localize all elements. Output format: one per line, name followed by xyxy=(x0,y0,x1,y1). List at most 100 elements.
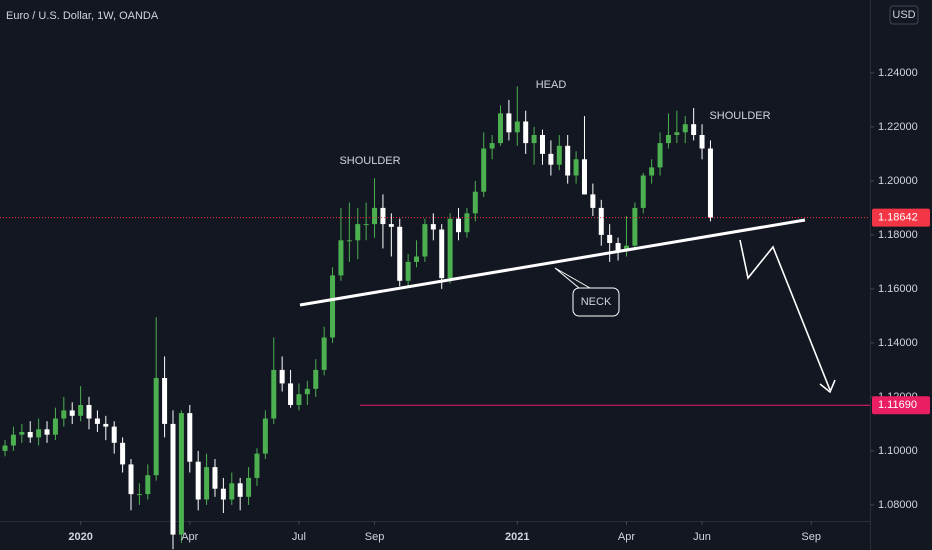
candle-body xyxy=(506,113,512,133)
neckline xyxy=(299,218,806,307)
candle-body xyxy=(178,413,184,535)
candle-body xyxy=(237,483,243,497)
currency-box xyxy=(889,5,919,25)
target-tag xyxy=(872,396,930,415)
candle-body xyxy=(2,445,8,451)
candle-body xyxy=(523,121,529,144)
candle-body xyxy=(145,475,151,495)
candle-body xyxy=(414,256,420,262)
candle-body xyxy=(78,405,84,416)
y-tick-label: 1.22000 xyxy=(878,121,918,133)
candle-body xyxy=(405,261,411,281)
candle-body xyxy=(598,207,604,235)
candle-body xyxy=(246,477,252,497)
candle-body xyxy=(170,423,176,535)
x-tick-label: 2020 xyxy=(68,531,92,543)
current-price-tag xyxy=(872,208,930,227)
candle-body xyxy=(136,494,142,496)
candle-body xyxy=(19,432,25,435)
right-shoulder-label: SHOULDER xyxy=(709,110,770,122)
candle-body xyxy=(304,388,310,395)
x-tick-label: Jul xyxy=(292,531,306,543)
candle-body xyxy=(691,124,697,136)
currency: USD xyxy=(892,9,915,21)
candle-body xyxy=(262,418,268,454)
candle-body xyxy=(111,426,117,443)
candle-body xyxy=(346,240,352,242)
candle-body xyxy=(539,135,545,154)
x-tick-label: Sep xyxy=(801,531,821,543)
candle-body xyxy=(36,429,42,438)
candle-body xyxy=(565,145,571,176)
candle-body xyxy=(220,488,226,500)
candle-body xyxy=(472,191,478,214)
candle-body xyxy=(52,418,58,435)
candle-body xyxy=(632,207,638,246)
candle-body xyxy=(439,229,445,279)
arrow-head xyxy=(819,379,836,394)
candle-body xyxy=(229,483,235,500)
candle-body xyxy=(94,418,100,424)
candle-body xyxy=(254,453,260,478)
candle-body xyxy=(665,135,671,144)
candle-body xyxy=(556,145,562,165)
x-tick-label: Sep xyxy=(365,531,385,543)
candle-body xyxy=(338,240,344,276)
neck-label: NECK xyxy=(581,296,612,308)
candle-body xyxy=(447,218,453,279)
candle-body xyxy=(682,124,688,133)
head-label: HEAD xyxy=(536,79,567,91)
x-tick-label: Apr xyxy=(618,531,635,543)
candle-body xyxy=(195,461,201,500)
candle-body xyxy=(397,226,403,281)
candle-body xyxy=(128,464,134,495)
callout-box xyxy=(572,287,620,317)
candle-body xyxy=(481,148,487,192)
candle-body xyxy=(456,218,462,233)
target-tag-label: 1.11690 xyxy=(878,399,917,411)
candle-body xyxy=(422,224,428,257)
y-tick-label: 1.20000 xyxy=(878,175,918,187)
candle-body xyxy=(615,243,621,252)
candles xyxy=(2,86,713,550)
candle-body xyxy=(514,121,520,133)
current-price-label: 1.18642 xyxy=(878,211,918,223)
candle-body xyxy=(607,234,613,244)
candle-body xyxy=(103,423,109,427)
candle-body xyxy=(388,224,394,227)
candle-body xyxy=(657,143,663,168)
y-tick-label: 1.16000 xyxy=(878,283,918,295)
left-shoulder-label: SHOULDER xyxy=(339,155,400,167)
candle-body xyxy=(279,369,285,384)
candle-body xyxy=(313,369,319,389)
candle-body xyxy=(707,148,713,218)
y-tick-label: 1.08000 xyxy=(878,499,918,511)
x-tick-label: Jun xyxy=(693,531,711,543)
candle-body xyxy=(372,207,378,225)
candle-body xyxy=(321,337,327,370)
candle-body xyxy=(212,467,218,489)
candle-body xyxy=(573,159,579,176)
candle-body xyxy=(531,135,537,144)
x-tick-label: Apr xyxy=(181,531,198,543)
candle-body xyxy=(69,410,75,416)
chart-title: Euro / U.S. Dollar, 1W, OANDA xyxy=(6,10,159,22)
candle-body xyxy=(288,383,294,406)
candle-body xyxy=(430,224,436,230)
candle-body xyxy=(204,467,210,500)
candle-body xyxy=(498,113,504,144)
candle-body xyxy=(699,135,705,149)
candle-body xyxy=(363,224,369,226)
candle-body xyxy=(44,429,50,435)
candle-body xyxy=(61,410,67,419)
candle-body xyxy=(10,434,16,446)
y-tick-label: 1.24000 xyxy=(878,67,918,79)
callout-pointer xyxy=(554,267,591,289)
candle-body xyxy=(590,194,596,208)
candle-body xyxy=(380,207,386,225)
candle-body xyxy=(330,275,336,338)
projection-arrow xyxy=(739,239,831,391)
candle-body xyxy=(355,224,361,241)
y-tick-label: 1.18000 xyxy=(878,229,918,241)
